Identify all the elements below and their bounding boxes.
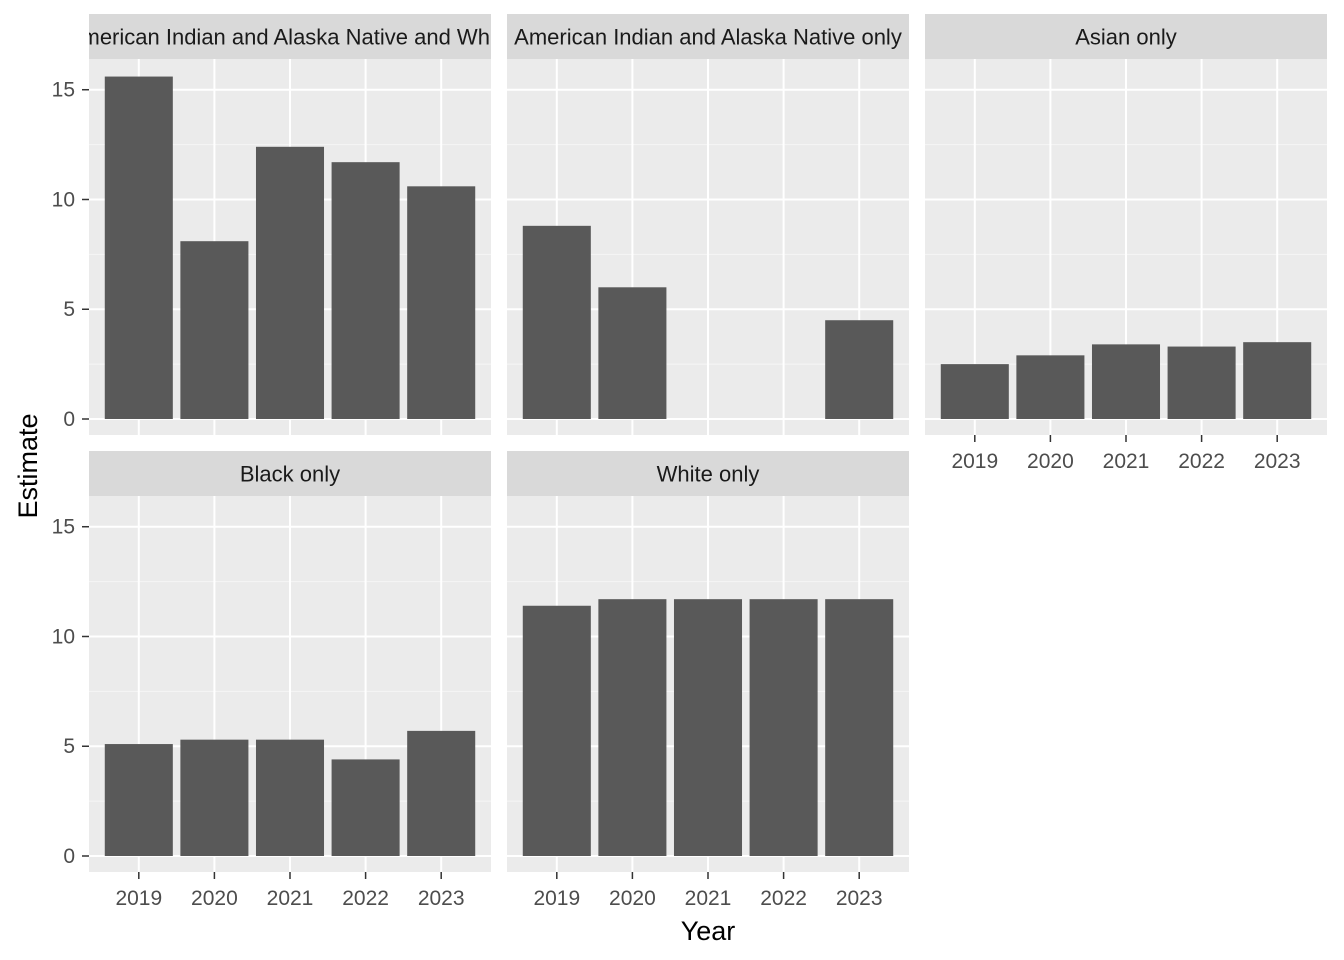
bar-2023 xyxy=(407,186,476,419)
facet-strip xyxy=(507,14,909,59)
bar-2019 xyxy=(104,76,173,419)
bar-2020 xyxy=(180,241,249,419)
facet-strip xyxy=(925,14,1327,59)
y-tick-label: 5 xyxy=(63,735,75,758)
panels-layer: American Indian and Alaska Native and Wh… xyxy=(52,14,1327,910)
bar-2020 xyxy=(180,739,249,856)
bar-2023 xyxy=(825,320,894,419)
bar-2022 xyxy=(331,162,400,420)
bar-2019 xyxy=(940,364,1009,419)
x-tick-label: 2021 xyxy=(685,887,732,910)
x-tick-label: 2020 xyxy=(191,887,238,910)
x-tick-label: 2019 xyxy=(533,887,580,910)
bar-2021 xyxy=(255,146,325,419)
facet-title: American Indian and Alaska Native and Wh… xyxy=(67,25,513,50)
bar-2022 xyxy=(331,759,400,856)
x-tick-label: 2021 xyxy=(267,887,314,910)
bar-2019 xyxy=(522,225,591,419)
bar-2019 xyxy=(522,605,591,856)
x-axis-title: Year xyxy=(681,916,736,946)
y-tick-label: 5 xyxy=(63,298,75,321)
x-tick-label: 2023 xyxy=(836,887,883,910)
bar-2020 xyxy=(598,599,667,856)
bar-2020 xyxy=(1016,355,1085,419)
x-tick-label: 2022 xyxy=(342,887,389,910)
bar-2023 xyxy=(825,599,894,856)
x-tick-label: 2021 xyxy=(1103,450,1150,473)
bar-2022 xyxy=(749,599,818,856)
bar-2021 xyxy=(1091,344,1161,419)
x-tick-label: 2022 xyxy=(1178,450,1225,473)
y-tick-label: 10 xyxy=(52,625,75,648)
facet-title: Asian only xyxy=(1075,25,1177,50)
y-tick-label: 0 xyxy=(63,845,75,868)
bar-2021 xyxy=(255,739,325,856)
bar-2021 xyxy=(673,599,743,856)
x-tick-label: 2022 xyxy=(760,887,807,910)
bar-2020 xyxy=(598,287,667,419)
y-tick-label: 15 xyxy=(52,79,75,102)
facet-panel: Asian only 2019 2020 2021 2022 2023 xyxy=(925,14,1327,473)
x-tick-label: 2020 xyxy=(1027,450,1074,473)
y-tick-label: 10 xyxy=(52,188,75,211)
x-tick-label: 2019 xyxy=(115,887,162,910)
facet-panel: American Indian and Alaska Native and Wh… xyxy=(52,14,513,435)
facet-strip xyxy=(507,451,909,496)
x-tick-label: 2023 xyxy=(418,887,465,910)
facet-title: American Indian and Alaska Native only xyxy=(514,25,902,50)
y-tick-label: 0 xyxy=(63,408,75,431)
x-tick-label: 2019 xyxy=(951,450,998,473)
facet-panel: American Indian and Alaska Native only xyxy=(507,14,909,435)
bar-2022 xyxy=(1167,346,1236,419)
bar-2023 xyxy=(1243,342,1312,419)
x-tick-label: 2020 xyxy=(609,887,656,910)
y-tick-label: 15 xyxy=(52,516,75,539)
facet-title: White only xyxy=(657,462,760,487)
facet-panel: Black only 0 5 10 15 2019 2020 2021 2022 2023 xyxy=(52,451,491,910)
facet-panel: White only 2019 2020 2021 2022 2023 xyxy=(507,451,909,910)
facet-strip xyxy=(89,14,491,59)
facet-title: Black only xyxy=(240,462,340,487)
x-tick-label: 2023 xyxy=(1254,450,1301,473)
bar-2019 xyxy=(104,744,173,856)
facet-strip xyxy=(89,451,491,496)
bar-2023 xyxy=(407,730,476,856)
y-axis-title: Estimate xyxy=(13,413,43,518)
